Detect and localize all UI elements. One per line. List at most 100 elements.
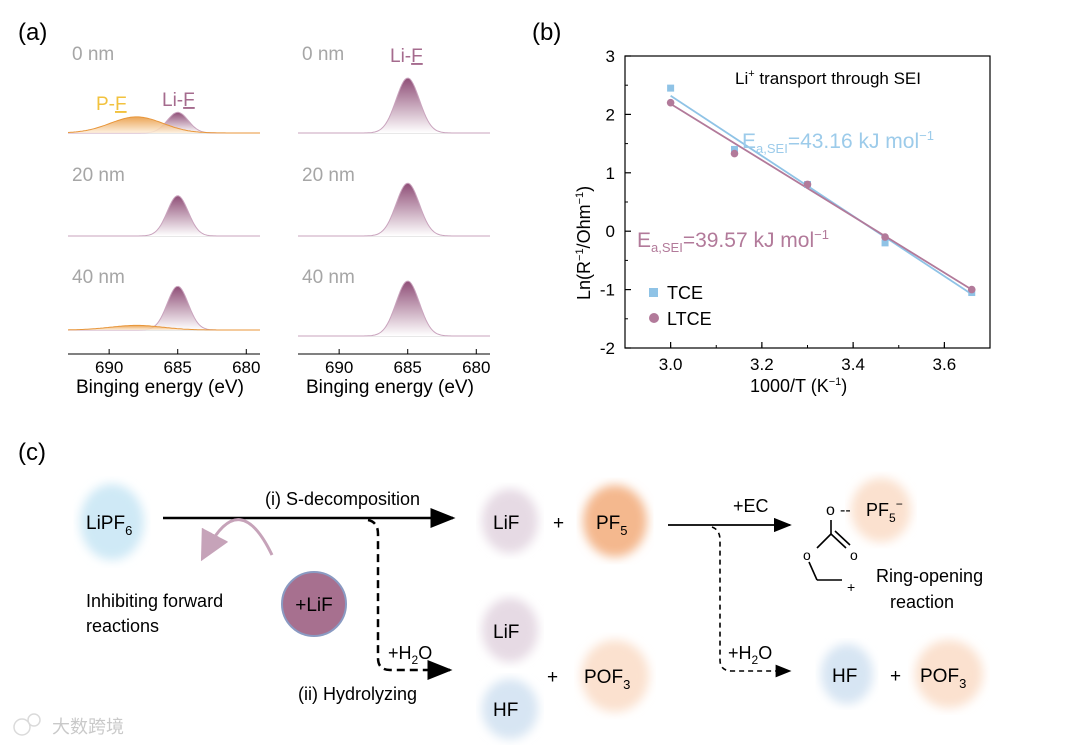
legend-label-ltce: LTCE [667, 309, 712, 329]
arrhenius-panel: 3.0 3.2 3.4 3.6 -2 -1 0 1 2 3 Li+ transport throu… [574, 47, 991, 396]
xps-tick-label: 690 [325, 358, 353, 377]
xps-left-panel: 0 nm 20 nm 40 nm P-F Li-F 690 685 680 Bing… [67, 44, 260, 398]
xps-envelope [67, 116, 260, 134]
atom-o-carbonyl: o [850, 547, 858, 563]
panel-label-b: (b) [532, 19, 561, 46]
xps-tick-label: 680 [232, 358, 260, 377]
blob-lif-bottom [482, 598, 538, 662]
arrow-hydrolyzing [367, 518, 453, 680]
blob-lipf6 [80, 484, 144, 560]
xps-left-depth-0: 0 nm [72, 44, 114, 65]
plot-frame [624, 55, 991, 349]
atom-o-top: o [826, 502, 835, 519]
plus-lif-label: +LiF [295, 595, 333, 616]
y-tick-label: 2 [606, 105, 615, 124]
xps-tick-label: 685 [394, 358, 422, 377]
label-lif-bottom: LiF [493, 622, 519, 643]
label-pf5: PF5 [596, 513, 628, 538]
point-tce [881, 239, 889, 247]
plus-lif-circle [281, 571, 347, 637]
xps-left-xlabel: Binging energy (eV) [76, 377, 244, 398]
point-ltce [730, 149, 739, 158]
label-lipf6: LiPF6 [86, 513, 132, 538]
point-ltce [666, 98, 675, 107]
label-step-i: (i) S-decomposition [265, 489, 420, 509]
label-lif-right: Li-F [390, 46, 423, 67]
watermark: 大数跨境 [13, 713, 124, 737]
plus-2: + [547, 667, 558, 688]
label-h2o-left: +H2O [388, 643, 432, 667]
point-ltce [881, 233, 889, 241]
xps-left-depth-40: 40 nm [72, 267, 125, 288]
label-lif-top: LiF [493, 513, 519, 534]
label-inhibit-1: Inhibiting forward [86, 591, 223, 611]
xps-right-depth-40: 40 nm [302, 267, 355, 288]
xps-left-depth-20: 20 nm [72, 165, 125, 186]
xps-right-panel: 0 nm 20 nm 40 nm Li-F 690 685 680 Binging … [298, 44, 490, 398]
xps-envelope [298, 280, 490, 337]
legend-marker-ltce [649, 313, 659, 323]
point-tce [667, 84, 675, 92]
ring-opened-ec-structure: o -- PF5− o o + [803, 497, 903, 595]
x-tick-label: 3.4 [841, 355, 865, 374]
xps-peak-pf [68, 116, 260, 133]
label-pof3-left: POF3 [584, 667, 630, 692]
label-inhibit-2: reactions [86, 616, 159, 636]
label-hf-bottom: HF [493, 700, 518, 721]
xps-left-traces [67, 111, 260, 331]
positive-charge: + [847, 579, 855, 595]
label-step-ii: (ii) Hydrolyzing [298, 684, 417, 704]
plus-1: + [553, 513, 564, 534]
blob-pof3-left [581, 640, 649, 712]
fit-line-tce [670, 94, 973, 296]
xps-peak-lif [68, 286, 260, 330]
xps-envelope [298, 182, 490, 237]
xps-right-depth-20: 20 nm [302, 165, 355, 186]
arrow-inhibit [200, 518, 274, 562]
x-axis-label: 1000/T (K−1) [750, 376, 847, 396]
blob-hf-bottom [482, 679, 538, 739]
y-axis-label: Ln(R−1/Ohm−1) [574, 186, 594, 300]
x-tick-label: 3.0 [659, 355, 683, 374]
atom-o-ring: o [803, 547, 811, 563]
xps-peak-lif [68, 195, 260, 236]
x-tick-label: 3.6 [933, 355, 957, 374]
legend-label-tce: TCE [667, 283, 703, 303]
xps-envelope [298, 77, 490, 134]
y-tick-label: 1 [606, 164, 615, 183]
label-ring-2: reaction [890, 592, 954, 612]
annotation-tce: Ea,SEI=43.16 kJ mol−1 [742, 128, 934, 156]
blob-pf5-ion [851, 478, 911, 542]
panel-label-a: (a) [18, 19, 47, 46]
xps-envelope [68, 195, 260, 237]
y-tick-label: -1 [600, 281, 615, 300]
label-hf-right: HF [832, 666, 857, 687]
plus-3: + [890, 666, 901, 687]
reaction-scheme: +LiF LiPF6 LiF + PF5 LiF HF + POF3 HF + … [80, 478, 983, 739]
label-ring-1: Ring-opening [876, 566, 983, 586]
point-ltce [967, 285, 976, 294]
y-tick-label: 3 [606, 47, 615, 66]
blob-pf5 [583, 485, 647, 557]
blob-pof3-right [915, 640, 983, 708]
xps-right-traces [298, 77, 490, 337]
watermark-text: 大数跨境 [52, 717, 124, 737]
dash-bond: -- [840, 502, 851, 519]
label-h2o-right: +H2O [728, 643, 772, 667]
label-plus-ec: +EC [733, 496, 769, 516]
y-tick-label: 0 [606, 222, 615, 241]
label-pof3-right: POF3 [920, 666, 966, 691]
y-tick-label: -2 [600, 339, 615, 358]
plot-title: Li+ transport through SEI [735, 68, 921, 88]
xps-right-depth-0: 0 nm [302, 44, 344, 65]
annotation-ltce: Ea,SEI=39.57 kJ mol−1 [637, 227, 829, 255]
blob-lif-top [482, 489, 538, 553]
xps-right-xlabel: Binging energy (eV) [306, 377, 474, 398]
label-pf: P-F [96, 94, 127, 115]
label-lif-left: Li-F [162, 90, 195, 111]
legend-marker-tce [649, 288, 658, 297]
fit-line-ltce [670, 103, 973, 291]
xps-tick-label: 680 [462, 358, 490, 377]
point-tce [731, 145, 738, 153]
